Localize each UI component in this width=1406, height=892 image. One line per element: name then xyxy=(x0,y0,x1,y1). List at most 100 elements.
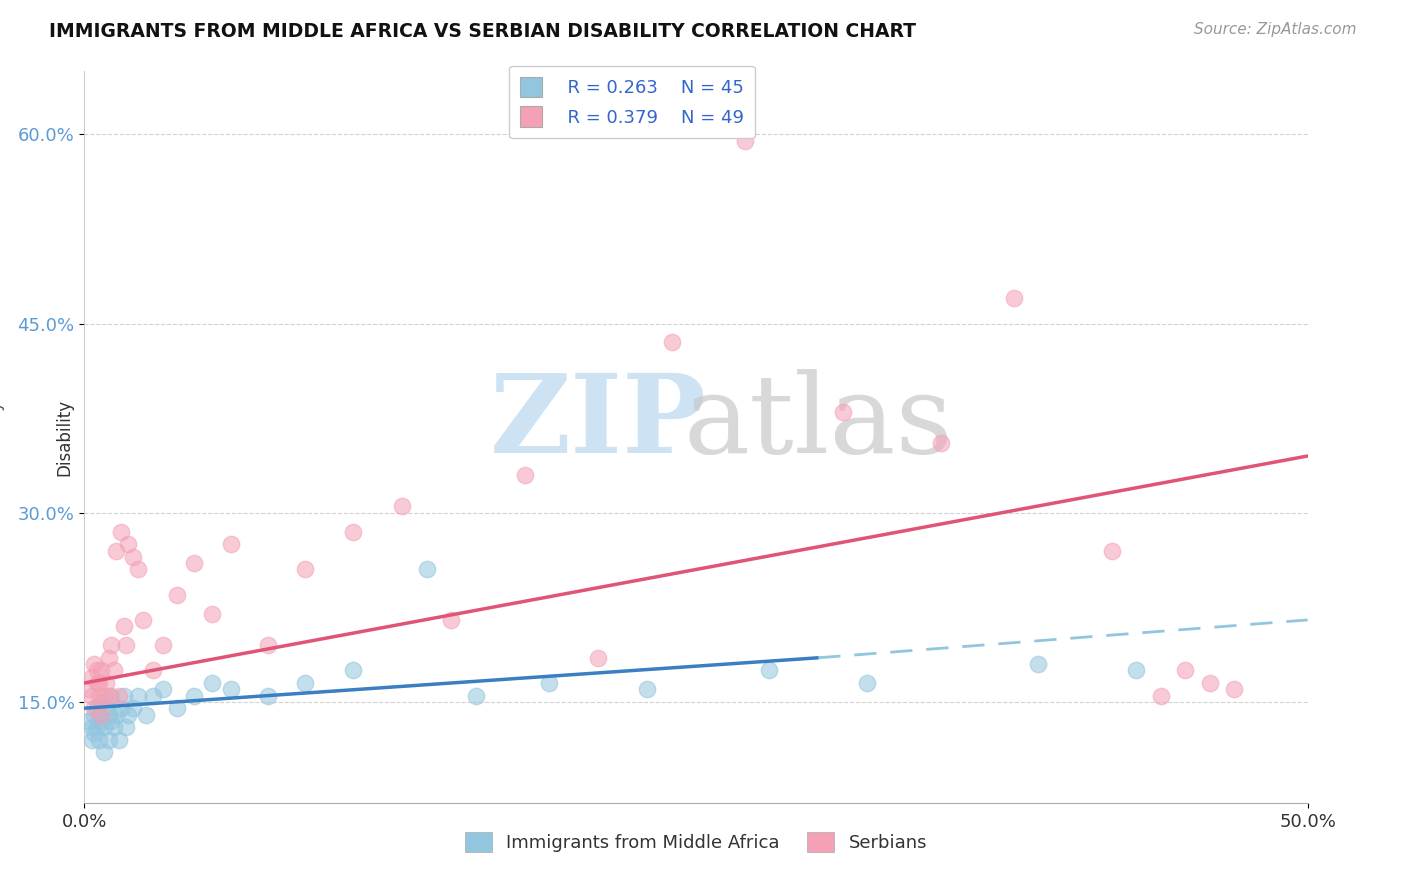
Point xyxy=(1125,664,1147,678)
Point xyxy=(87,732,110,747)
Legend: Immigrants from Middle Africa, Serbians: Immigrants from Middle Africa, Serbians xyxy=(458,824,934,860)
Point xyxy=(90,664,112,678)
Text: Source: ZipAtlas.com: Source: ZipAtlas.com xyxy=(1194,22,1357,37)
Point xyxy=(464,689,486,703)
Point xyxy=(929,436,952,450)
Y-axis label: Disability: Disability xyxy=(0,399,4,475)
Point xyxy=(636,682,658,697)
Point xyxy=(257,638,280,652)
Text: atlas: atlas xyxy=(683,369,953,476)
Point xyxy=(115,720,138,734)
Point xyxy=(166,701,188,715)
Point xyxy=(112,619,135,633)
Point xyxy=(122,701,145,715)
Point xyxy=(100,638,122,652)
Point xyxy=(1174,664,1197,678)
Point xyxy=(200,676,222,690)
Point xyxy=(219,682,242,697)
Point xyxy=(103,720,125,734)
Point xyxy=(586,650,609,665)
Point xyxy=(93,689,115,703)
Point xyxy=(342,524,364,539)
Point xyxy=(257,689,280,703)
Point xyxy=(183,556,205,570)
Point xyxy=(90,714,112,728)
Point xyxy=(1198,676,1220,690)
Point xyxy=(97,689,120,703)
Text: IMMIGRANTS FROM MIDDLE AFRICA VS SERBIAN DISABILITY CORRELATION CHART: IMMIGRANTS FROM MIDDLE AFRICA VS SERBIAN… xyxy=(49,22,917,41)
Point xyxy=(1002,291,1025,305)
Point xyxy=(86,720,108,734)
Text: ZIP: ZIP xyxy=(489,369,706,476)
Point xyxy=(342,664,364,678)
Point xyxy=(87,689,110,703)
Point xyxy=(152,682,174,697)
Point xyxy=(105,543,128,558)
Point xyxy=(122,549,145,564)
Point xyxy=(83,726,105,740)
Point xyxy=(115,638,138,652)
Point xyxy=(391,500,413,514)
Point xyxy=(117,537,139,551)
Point xyxy=(661,335,683,350)
Point xyxy=(80,732,103,747)
Point xyxy=(107,689,129,703)
Point xyxy=(103,664,125,678)
Point xyxy=(83,707,105,722)
Point xyxy=(86,701,108,715)
Point xyxy=(856,676,879,690)
Point xyxy=(80,720,103,734)
Point xyxy=(105,707,128,722)
Point xyxy=(127,689,149,703)
Point xyxy=(87,707,110,722)
Point xyxy=(93,720,115,734)
Point xyxy=(77,682,100,697)
Point xyxy=(294,562,316,576)
Point xyxy=(1028,657,1050,671)
Point xyxy=(83,657,105,671)
Point xyxy=(200,607,222,621)
Point xyxy=(135,707,157,722)
Point xyxy=(142,689,165,703)
Point xyxy=(80,670,103,684)
Point xyxy=(100,714,122,728)
Point xyxy=(93,745,115,759)
Point xyxy=(152,638,174,652)
Point xyxy=(513,467,536,482)
Point xyxy=(1150,689,1173,703)
Point xyxy=(112,689,135,703)
Point xyxy=(734,134,756,148)
Point xyxy=(100,689,122,703)
Point xyxy=(294,676,316,690)
Point xyxy=(90,707,112,722)
Point xyxy=(110,701,132,715)
Point xyxy=(142,664,165,678)
Point xyxy=(110,524,132,539)
Point xyxy=(97,707,120,722)
Point xyxy=(416,562,439,576)
Point xyxy=(440,613,463,627)
Point xyxy=(166,588,188,602)
Point xyxy=(831,405,853,419)
Point xyxy=(1101,543,1123,558)
Point xyxy=(1223,682,1246,697)
Point xyxy=(538,676,561,690)
Point xyxy=(90,695,112,709)
Point xyxy=(96,676,118,690)
Point xyxy=(83,701,105,715)
Point xyxy=(127,562,149,576)
Point xyxy=(107,732,129,747)
Point xyxy=(132,613,155,627)
Point xyxy=(97,732,120,747)
Point xyxy=(117,707,139,722)
Point xyxy=(96,701,118,715)
Point xyxy=(183,689,205,703)
Point xyxy=(219,537,242,551)
Point xyxy=(87,676,110,690)
Point xyxy=(77,714,100,728)
Point xyxy=(758,664,780,678)
Point xyxy=(80,689,103,703)
Point xyxy=(86,676,108,690)
Point xyxy=(86,664,108,678)
Y-axis label: Disability: Disability xyxy=(55,399,73,475)
